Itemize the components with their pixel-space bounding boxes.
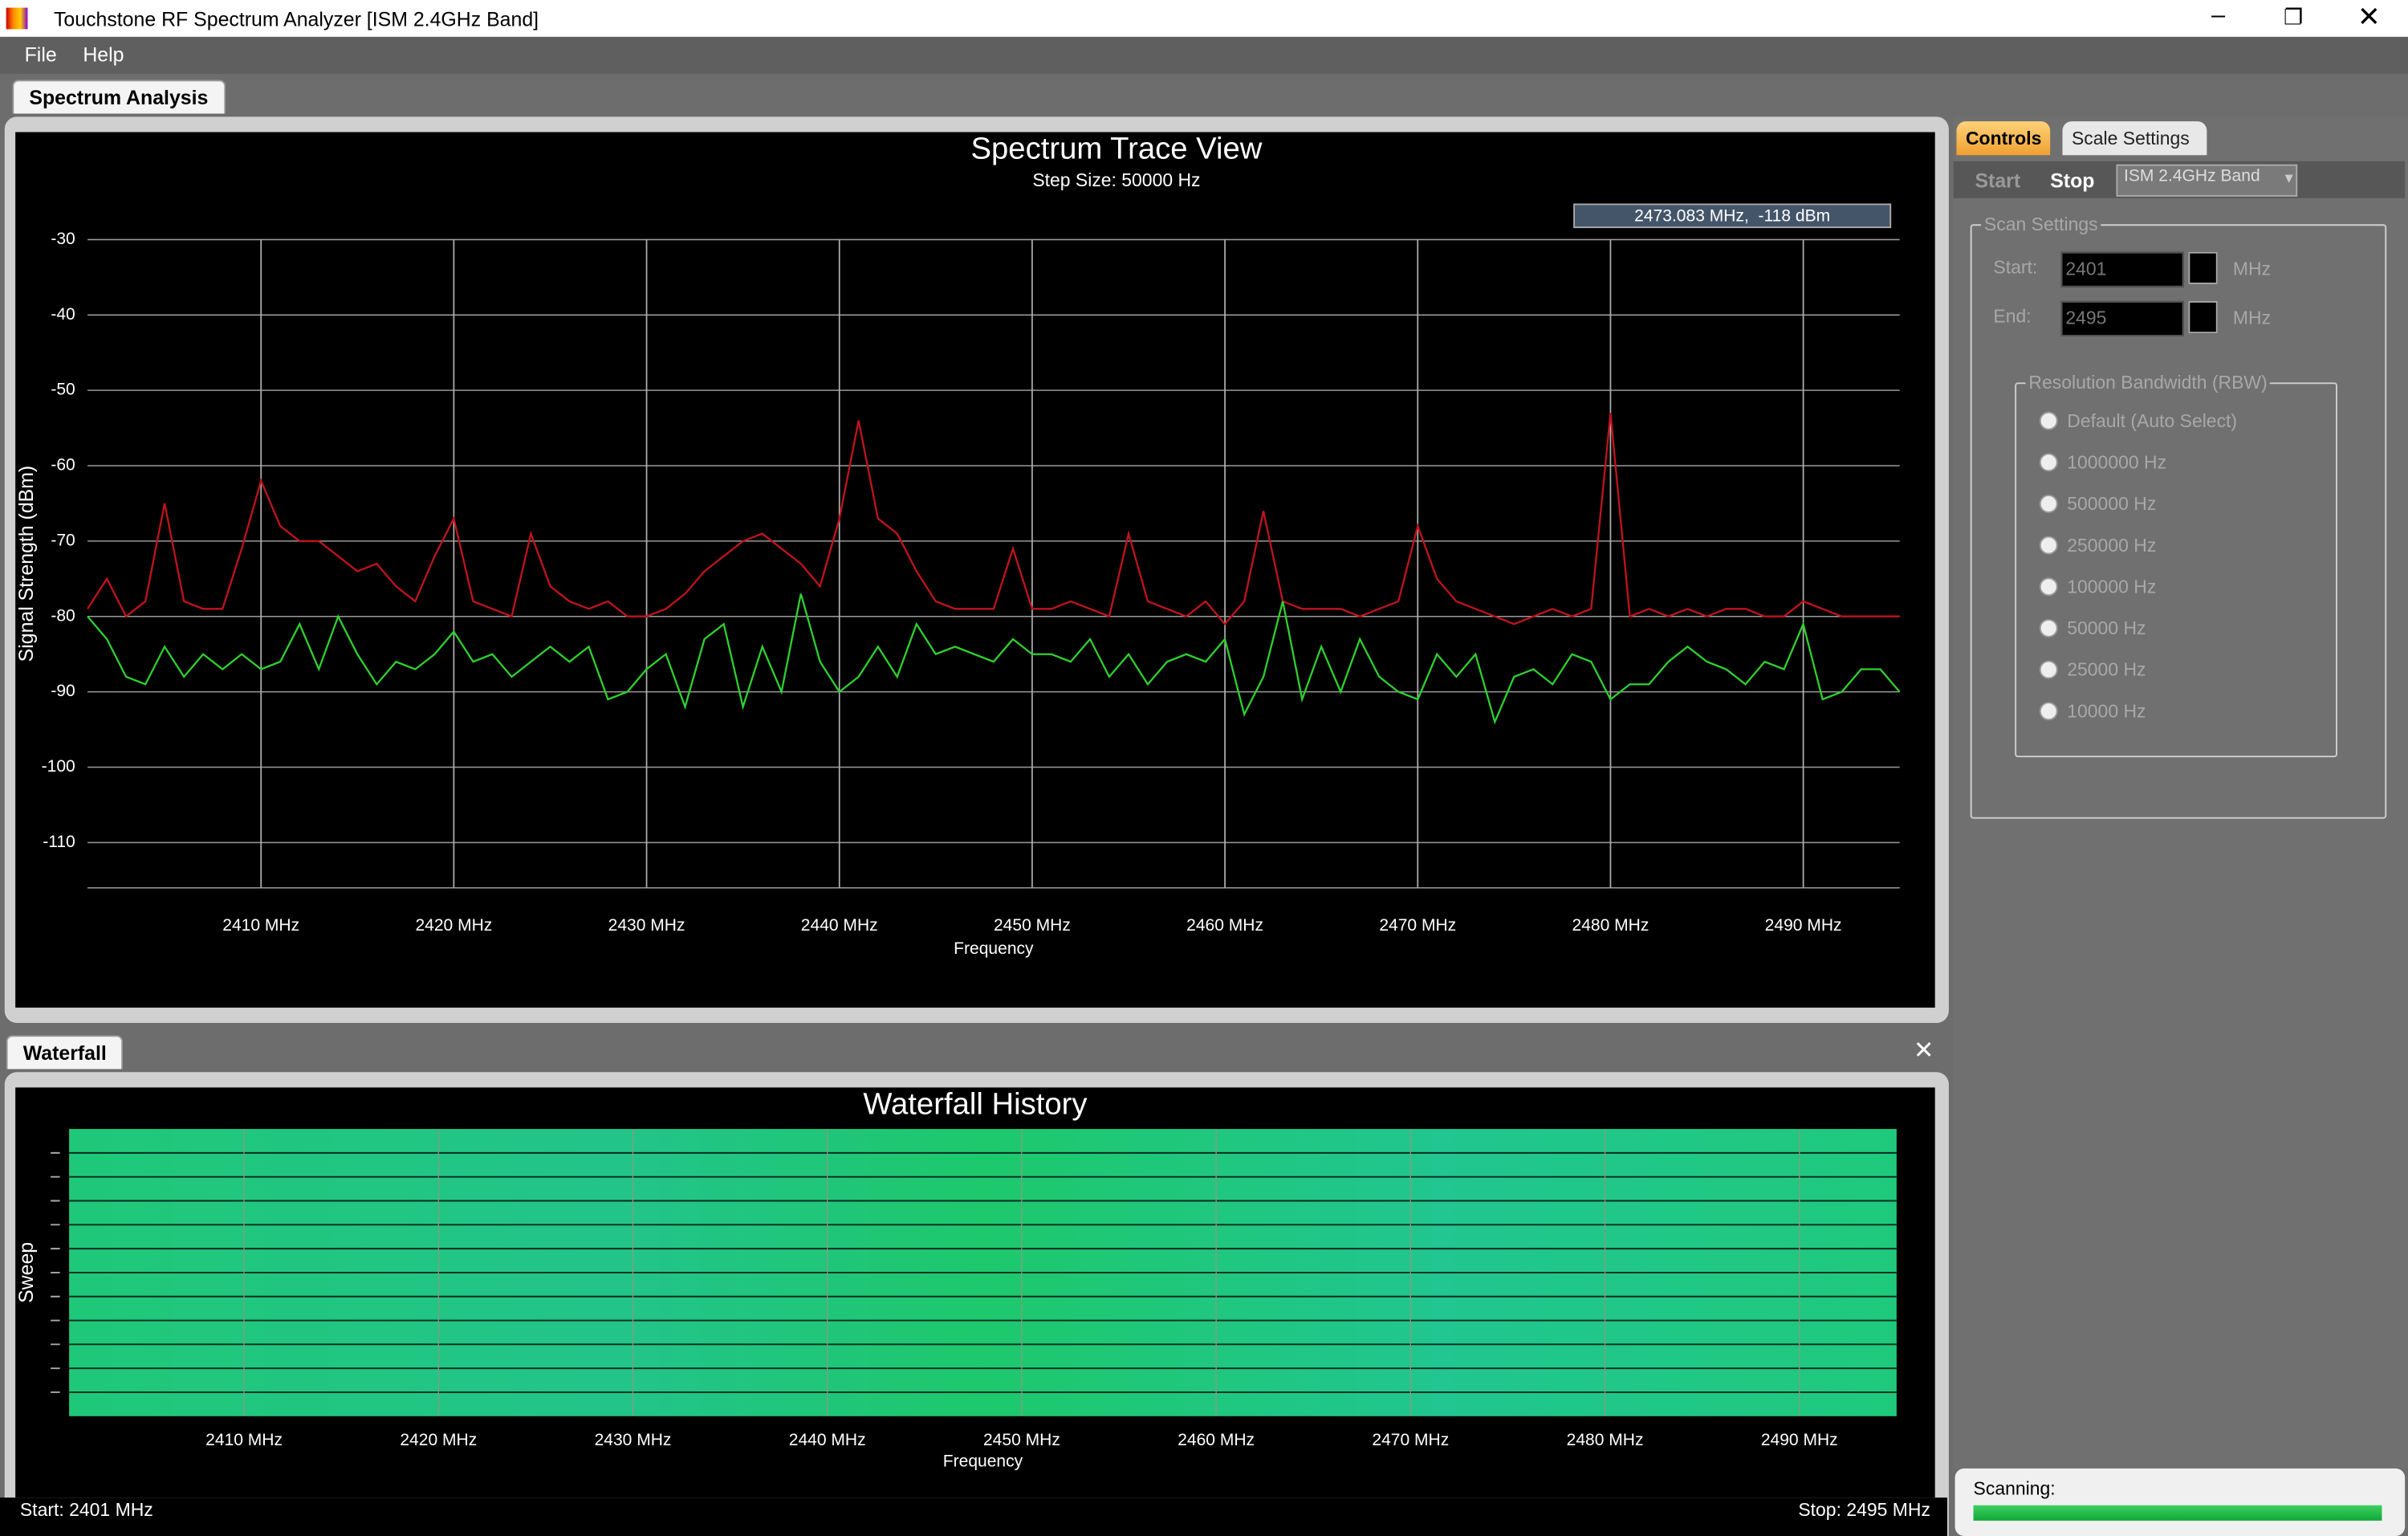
y-tick-label: -50: [51, 381, 75, 399]
rbw-group: [2015, 382, 2337, 758]
x-tick-label: 2410 MHz: [205, 1431, 283, 1449]
progress-bar: [1973, 1505, 2382, 1521]
x-tick-label: 2420 MHz: [415, 916, 492, 935]
x-axis-label: Frequency: [954, 939, 1034, 958]
spectrum-chart: Spectrum Trace View Step Size: 50000 Hz 24…: [15, 132, 1901, 958]
x-tick-label: 2420 MHz: [400, 1431, 477, 1449]
tab[interactable]: Waterfall: [6, 1035, 124, 1069]
rbw-option: 25000 Hz: [2067, 658, 2146, 681]
rbw-radio[interactable]: [2039, 618, 2058, 638]
rbw-option: 500000 Hz: [2067, 493, 2157, 515]
minimize-button[interactable]: –: [2211, 2, 2226, 30]
window-title: Touchstone RF Spectrum Analyzer [ISM 2.4…: [53, 7, 539, 31]
start-label: Start:: [1993, 256, 2038, 279]
y-tick-label: -80: [51, 606, 75, 625]
end-input[interactable]: 2495: [2060, 300, 2184, 336]
rbw-option: 1000000 Hz: [2067, 451, 2167, 474]
rbw-option: 100000 Hz: [2067, 576, 2157, 598]
y-tick-label: -30: [51, 230, 75, 248]
menu-item[interactable]: File: [24, 43, 57, 67]
x-tick-label: 2460 MHz: [1178, 1431, 1255, 1449]
x-tick-label: 2480 MHz: [1572, 916, 1649, 935]
chart-title: Waterfall History: [863, 1087, 1088, 1121]
rbw-radio[interactable]: [2039, 577, 2058, 597]
y-tick-label: -100: [42, 757, 75, 776]
x-tick-label: 2450 MHz: [983, 1431, 1060, 1449]
rbw-radio[interactable]: [2039, 536, 2058, 555]
end-dropdown[interactable]: [2188, 300, 2218, 334]
x-tick-label: 2490 MHz: [1765, 916, 1842, 935]
restore-button[interactable]: ❐: [2284, 4, 2304, 30]
x-tick-label: 2410 MHz: [222, 916, 299, 935]
x-tick-label: 2450 MHz: [994, 916, 1071, 935]
y-axis-label: Sweep: [15, 1242, 38, 1303]
rbw-option: Default (Auto Select): [2067, 409, 2238, 432]
start-label: Start: 2401 MHz: [19, 1499, 153, 1521]
x-tick-label: 2470 MHz: [1379, 916, 1456, 935]
rbw-radio[interactable]: [2039, 453, 2058, 472]
x-tick-label: 2430 MHz: [595, 1431, 672, 1449]
x-tick-label: 2460 MHz: [1186, 916, 1263, 935]
x-tick-label: 2490 MHz: [1761, 1431, 1838, 1449]
unit-label: MHz: [2232, 307, 2272, 329]
stop-button[interactable]: Stop: [2050, 169, 2095, 193]
start-input[interactable]: 2401: [2060, 251, 2184, 287]
cursor-readout: 2473.083 MHz, -118 dBm: [1634, 206, 1830, 225]
x-tick-label: 2480 MHz: [1567, 1431, 1644, 1449]
start-button[interactable]: Start: [1975, 169, 2021, 193]
rbw-option: 10000 Hz: [2067, 700, 2146, 723]
rbw-radio[interactable]: [2039, 702, 2058, 721]
x-axis-label: Frequency: [943, 1452, 1023, 1471]
x-tick-label: 2440 MHz: [801, 916, 878, 935]
app-icon: [6, 7, 28, 30]
scale-tab[interactable]: Scale Settings: [2062, 121, 2207, 156]
chart-title: Spectrum Trace View: [971, 132, 1263, 166]
dropdown-arrow: ▼: [2282, 170, 2296, 186]
y-tick-label: -40: [51, 305, 75, 324]
readout-box: [1573, 203, 1892, 229]
group-title: Resolution Bandwidth (RBW): [2025, 371, 2271, 393]
waterfall-chart: Waterfall History 2410 MHz 2420 MHz 2430 MH…: [15, 1086, 1897, 1471]
status-strip: [0, 1497, 1948, 1536]
chart-subtitle: Step Size: 50000 Hz: [1032, 169, 1200, 190]
close-button[interactable]: ✕: [2357, 1, 2381, 33]
rbw-radio[interactable]: [2039, 411, 2058, 430]
trace-line: [87, 593, 1901, 725]
group-title: Scan Settings: [1981, 213, 2101, 235]
end-label: End:: [1993, 305, 2032, 328]
controls-tab[interactable]: Controls: [1956, 121, 2051, 156]
x-tick-label: 2470 MHz: [1372, 1431, 1449, 1449]
y-axis-label: Signal Strength (dBm): [15, 466, 38, 662]
spectrum-chart-area: Spectrum Trace View Step Size: 50000 Hz 24…: [15, 132, 1935, 1008]
side-panel: [1953, 116, 2408, 1469]
y-tick-label: -70: [51, 531, 75, 549]
trace-line: [87, 413, 1900, 626]
tab[interactable]: Spectrum Analysis: [12, 79, 226, 114]
y-tick-label: -60: [51, 456, 75, 475]
close-waterfall[interactable]: ✕: [1913, 1038, 1934, 1065]
y-tick-label: -110: [43, 833, 75, 851]
band-select[interactable]: ISM 2.4GHz Band: [2116, 164, 2298, 197]
unit-label: MHz: [2232, 258, 2272, 280]
menu-bar: [0, 36, 2408, 74]
scanning-label: Scanning:: [1973, 1477, 2056, 1500]
title-bar: Touchstone RF Spectrum Analyzer [ISM 2.4…: [0, 0, 2408, 37]
scan-settings-group: [1970, 224, 2387, 819]
x-tick-label: 2430 MHz: [608, 916, 685, 935]
rbw-option: 250000 Hz: [2067, 534, 2157, 556]
menu-item[interactable]: Help: [83, 43, 124, 67]
start-dropdown[interactable]: [2188, 251, 2218, 284]
rbw-option: 50000 Hz: [2067, 617, 2146, 639]
y-tick-label: -90: [51, 682, 75, 700]
status-box: [1954, 1468, 2406, 1536]
stop-label: Stop: 2495 MHz: [1798, 1499, 1930, 1521]
waterfall-chart-area: Waterfall History 2410 MHz 2420 MHz 2430 MH…: [15, 1086, 1935, 1498]
x-tick-label: 2440 MHz: [789, 1431, 866, 1449]
rbw-radio[interactable]: [2039, 660, 2058, 679]
rbw-radio[interactable]: [2039, 494, 2058, 513]
